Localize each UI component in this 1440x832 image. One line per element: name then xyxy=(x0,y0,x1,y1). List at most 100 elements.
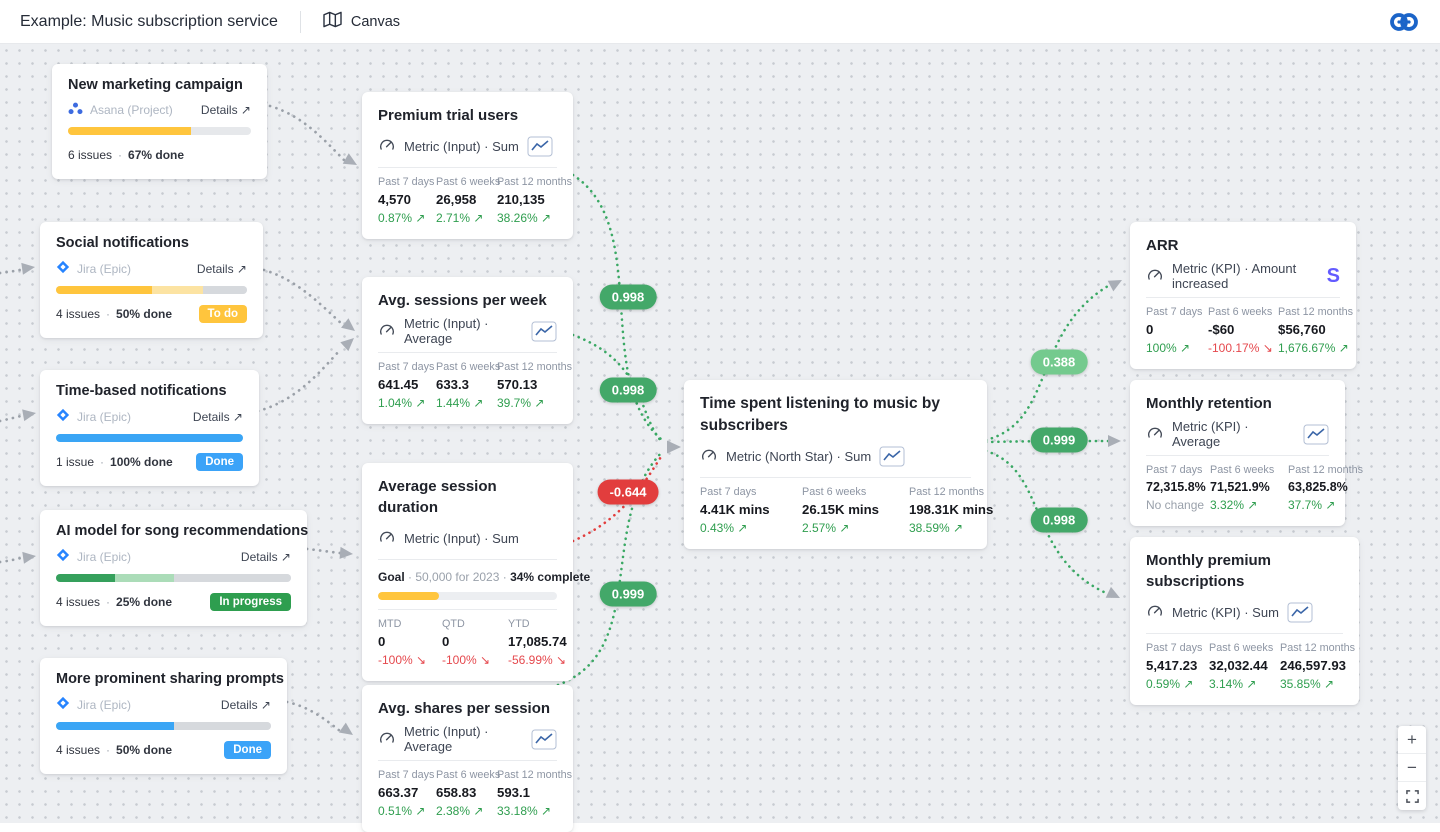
done-percent: 100% done xyxy=(110,455,173,469)
stat-col: Past 7 days 4.41K mins 0.43% ↗ xyxy=(700,486,770,536)
status-badge: Done xyxy=(196,453,243,471)
stat-col: Past 7 days 663.37 0.51% ↗ xyxy=(378,769,435,818)
dot-separator: · xyxy=(100,455,105,469)
sparkline-chart-icon[interactable] xyxy=(531,729,557,750)
done-percent: 50% done xyxy=(116,307,173,321)
metric-card-premium-trial-users[interactable]: Premium trial users Metric (Input) · Sum… xyxy=(362,92,573,239)
metric-meta: Metric (KPI) · Amount increased xyxy=(1172,261,1297,291)
metric-title: Premium trial users xyxy=(378,107,519,124)
issues-count: 1 issue xyxy=(56,455,95,469)
edge-project-3 xyxy=(256,348,342,413)
fit-view-button[interactable] xyxy=(1398,782,1426,810)
project-title: New marketing campaign xyxy=(68,77,243,93)
goal-row: Goal · 50,000 for 2023 · 34% complete xyxy=(378,570,591,584)
metric-title: Avg. shares per session xyxy=(378,700,551,717)
correlation-badge[interactable]: -0.644 xyxy=(597,479,659,505)
zoom-in-button[interactable]: + xyxy=(1398,726,1426,754)
gauge-icon xyxy=(1146,267,1164,285)
done-percent: 67% done xyxy=(128,148,185,162)
metric-card-monthly-subscriptions[interactable]: Monthly premium subscriptions Metric (KP… xyxy=(1130,537,1359,705)
sparkline-chart-icon[interactable] xyxy=(1303,424,1329,445)
stat-col: Past 12 months 63,825.8% 37.7% ↗ xyxy=(1288,464,1364,512)
metric-card-arr[interactable]: ARR Metric (KPI) · Amount increased S Pa… xyxy=(1130,222,1356,369)
metric-title: Monthly retention xyxy=(1146,395,1272,412)
progress-segment xyxy=(173,574,291,582)
canvas[interactable]: New marketing campaign Asana (Project) D… xyxy=(0,44,1440,832)
project-source: Asana (Project) xyxy=(90,103,173,117)
metric-card-session-duration[interactable]: Average session duration Metric (Input) … xyxy=(362,463,591,681)
project-title: More prominent sharing prompts xyxy=(56,671,284,687)
tab-canvas[interactable]: Canvas xyxy=(323,11,400,32)
details-link[interactable]: Details ↗ xyxy=(220,697,271,712)
metric-card-north-star[interactable]: Time spent listening to music by subscri… xyxy=(684,380,993,550)
correlation-badge[interactable]: 0.999 xyxy=(1030,427,1088,453)
stat-col: Past 12 months $56,760 1,676.67% ↗ xyxy=(1278,306,1354,355)
project-title: AI model for song recommendations xyxy=(56,523,309,539)
sparkline-chart-icon[interactable] xyxy=(531,321,557,342)
sparkline-chart-icon[interactable] xyxy=(527,136,553,157)
zoom-out-button[interactable]: − xyxy=(1398,754,1426,782)
edge-project-5 xyxy=(285,700,342,733)
sparkline-chart-icon[interactable] xyxy=(1287,602,1313,623)
stat-col: Past 12 months 593.1 33.18% ↗ xyxy=(497,769,573,818)
correlation-badge[interactable]: 0.998 xyxy=(599,377,657,403)
progress-segment xyxy=(68,127,191,135)
done-percent: 25% done xyxy=(116,595,173,609)
stat-col: YTD 17,085.74 -56.99% ↘ xyxy=(508,618,567,667)
stat-col: Past 7 days 5,417.23 0.59% ↗ xyxy=(1146,642,1203,691)
progress-bar xyxy=(56,722,271,730)
doubleloop-logo[interactable] xyxy=(1388,10,1420,34)
details-link[interactable]: Details ↗ xyxy=(200,103,251,117)
progress-bar xyxy=(56,574,291,582)
map-icon xyxy=(323,11,342,32)
stat-col: Past 12 months 210,135 38.26% ↗ xyxy=(497,176,573,225)
correlation-badge[interactable]: 0.388 xyxy=(1030,349,1088,375)
details-link[interactable]: Details ↗ xyxy=(192,409,243,424)
stripe-icon: S xyxy=(1326,265,1340,287)
metric-title: Monthly premium subscriptions xyxy=(1146,552,1272,590)
sparkline-chart-icon[interactable] xyxy=(879,446,905,467)
status-badge: In progress xyxy=(210,593,291,611)
jira-icon xyxy=(56,548,70,565)
stat-col: Past 6 weeks 658.83 2.38% ↗ xyxy=(436,769,501,818)
issues-count: 4 issues xyxy=(56,307,101,321)
project-title: Time-based notifications xyxy=(56,383,227,399)
goal-progress-bar xyxy=(378,592,557,600)
gauge-icon xyxy=(1146,603,1164,621)
project-card-new-marketing-campaign[interactable]: New marketing campaign Asana (Project) D… xyxy=(52,64,267,179)
project-card-sharing-prompts[interactable]: More prominent sharing prompts Jira (Epi… xyxy=(40,658,287,774)
correlation-badge[interactable]: 0.998 xyxy=(1030,507,1088,533)
progress-segment xyxy=(56,286,152,294)
metric-title: Avg. sessions per week xyxy=(378,292,547,309)
metric-title: ARR xyxy=(1146,237,1179,254)
edge-stub-3 xyxy=(0,555,27,564)
correlation-badge[interactable]: 0.999 xyxy=(599,581,657,607)
metric-card-avg-shares[interactable]: Avg. shares per session Metric (Input) ·… xyxy=(362,685,573,832)
details-link[interactable]: Details ↗ xyxy=(196,261,247,276)
stat-col: Past 12 months 198.31K mins 38.59% ↗ xyxy=(909,486,994,536)
metric-title: Time spent listening to music by subscri… xyxy=(700,395,941,434)
status-badge: Done xyxy=(224,741,271,759)
gauge-icon xyxy=(378,322,396,340)
project-card-time-based-notifications[interactable]: Time-based notifications Jira (Epic) Det… xyxy=(40,370,259,486)
details-link[interactable]: Details ↗ xyxy=(240,549,291,564)
metric-meta: Metric (KPI) · Sum xyxy=(1172,604,1279,620)
edge-stub-2 xyxy=(0,413,27,423)
gauge-icon xyxy=(378,529,396,547)
progress-segment xyxy=(114,574,174,582)
project-card-ai-model[interactable]: AI model for song recommendations Jira (… xyxy=(40,510,309,626)
gauge-icon xyxy=(378,137,396,155)
project-card-social-notifications[interactable]: Social notifications Jira (Epic) Details… xyxy=(40,222,263,338)
gauge-icon xyxy=(378,730,396,748)
edge-project-1 xyxy=(268,104,346,162)
tab-canvas-label: Canvas xyxy=(350,13,401,30)
issues-count: 4 issues xyxy=(56,743,101,757)
metric-card-avg-sessions[interactable]: Avg. sessions per week Metric (Input) · … xyxy=(362,277,573,424)
dot-separator: · xyxy=(106,743,111,757)
project-source: Jira (Epic) xyxy=(77,697,132,712)
stat-col: MTD 0 -100% ↘ xyxy=(378,618,427,667)
metric-card-monthly-retention[interactable]: Monthly retention Metric (KPI) · Average… xyxy=(1130,380,1363,526)
correlation-badge[interactable]: 0.998 xyxy=(599,284,657,310)
dot-separator: · xyxy=(106,307,111,321)
asana-icon xyxy=(68,102,83,118)
